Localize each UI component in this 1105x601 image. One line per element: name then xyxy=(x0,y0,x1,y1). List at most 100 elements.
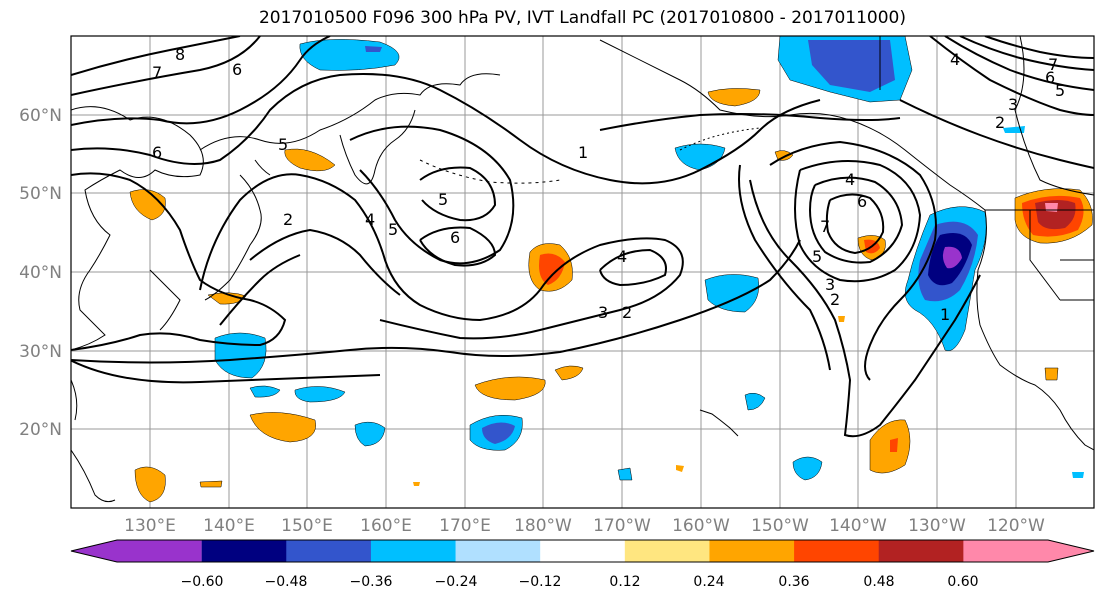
map-title: 2017010500 F096 300 hPa PV, IVT Landfall… xyxy=(258,8,906,28)
colorbar-segment xyxy=(201,540,287,562)
ivt-shading xyxy=(129,36,1093,503)
lon-label: 130°E xyxy=(124,516,176,536)
colorbar-segment xyxy=(963,540,1094,562)
shade-blob xyxy=(838,316,845,322)
contour-label: 3 xyxy=(1008,95,1018,114)
lat-label: 30°N xyxy=(19,342,62,362)
colorbar-tick-label: −0.36 xyxy=(350,574,393,590)
shade-blob xyxy=(539,253,565,285)
colorbar-tick-label: −0.48 xyxy=(265,574,308,590)
contour-label: 5 xyxy=(1055,81,1065,100)
shade-blob xyxy=(617,467,633,481)
shade-blob xyxy=(744,392,766,411)
contour-label: 5 xyxy=(278,135,288,154)
shade-blob xyxy=(774,150,794,161)
colorbar-labels: −0.60 −0.48 −0.36 −0.24 −0.12 0.12 0.24 … xyxy=(181,574,979,590)
contour-label: 1 xyxy=(940,305,950,324)
contour-label: 2 xyxy=(283,210,293,229)
shade-blob xyxy=(284,148,336,172)
lat-label: 40°N xyxy=(19,263,62,283)
lon-label: 170°W xyxy=(593,516,651,536)
colorbar-segment xyxy=(286,540,372,562)
contour-label: 5 xyxy=(438,190,448,209)
shade-blob xyxy=(134,466,166,503)
contour-label: 3 xyxy=(825,275,835,294)
contour-label: 2 xyxy=(830,290,840,309)
contour-label: 6 xyxy=(152,143,162,162)
shade-blob xyxy=(482,422,515,444)
shade-blob xyxy=(554,365,584,381)
colorbar-segment xyxy=(71,540,202,562)
shade-blob xyxy=(704,274,759,313)
colorbar-tick-label: 0.48 xyxy=(863,574,894,590)
shade-blob xyxy=(354,421,386,447)
lon-label: 140°W xyxy=(829,516,887,536)
shade-blob xyxy=(808,40,895,92)
lon-label: 160°W xyxy=(672,516,730,536)
shade-blob xyxy=(413,482,420,486)
shade-blob xyxy=(890,438,898,452)
map-border xyxy=(70,35,1095,509)
contour-label: 7 xyxy=(1048,55,1058,74)
colorbar-tick-label: 0.36 xyxy=(778,574,809,590)
colorbar-tick-label: −0.60 xyxy=(181,574,224,590)
longitude-labels: 130°E 140°E 150°E 160°E 170°E 180°W 170°… xyxy=(124,516,1045,536)
shade-blob xyxy=(1044,367,1059,381)
contour-label: 6 xyxy=(232,60,242,79)
shade-blob xyxy=(474,376,546,401)
colorbar-outline xyxy=(70,539,1095,563)
colorbar xyxy=(70,539,1095,563)
colorbar-segment xyxy=(794,540,880,562)
colorbar-segment xyxy=(878,540,964,562)
coastlines xyxy=(71,36,1094,503)
shade-blob xyxy=(294,386,346,403)
colorbar-segment xyxy=(540,540,626,562)
shade-blob xyxy=(1035,200,1076,230)
lon-label: 150°W xyxy=(751,516,809,536)
contour-label: 5 xyxy=(812,247,822,266)
colorbar-tick-label: −0.24 xyxy=(435,574,478,590)
contour-label: 7 xyxy=(820,217,830,236)
contour-label: 2 xyxy=(622,303,632,322)
lat-label: 50°N xyxy=(19,184,62,204)
shade-blob xyxy=(199,480,223,488)
contour-label: 4 xyxy=(617,247,627,266)
contour-label: 4 xyxy=(365,210,375,229)
shade-blob xyxy=(129,189,166,221)
contour-label: 6 xyxy=(450,228,460,247)
colorbar-segment xyxy=(455,540,541,562)
lon-label: 170°E xyxy=(439,516,491,536)
lat-label: 60°N xyxy=(19,106,62,126)
lon-label: 160°E xyxy=(360,516,412,536)
shade-blob xyxy=(1045,203,1058,212)
lon-label: 180°W xyxy=(514,516,572,536)
shade-blob xyxy=(365,46,382,52)
contour-labels: 8 7 6 5 6 2 4 5 5 6 1 4 3 2 4 6 7 5 3 2 … xyxy=(152,45,1065,324)
contour-label: 8 xyxy=(175,45,185,64)
shade-blob xyxy=(707,88,761,107)
lon-label: 140°E xyxy=(203,516,255,536)
contour-label: 2 xyxy=(995,113,1005,132)
contour-label: 4 xyxy=(845,170,855,189)
contour-label: 4 xyxy=(950,50,960,69)
lat-label: 20°N xyxy=(19,420,62,440)
contour-label: 3 xyxy=(598,303,608,322)
colorbar-segment xyxy=(624,540,710,562)
lon-label: 120°W xyxy=(987,516,1045,536)
colorbar-tick-label: 0.12 xyxy=(609,574,640,590)
lon-label: 130°W xyxy=(908,516,966,536)
lon-label: 150°E xyxy=(281,516,333,536)
shade-blob xyxy=(249,385,281,398)
colorbar-tick-label: −0.12 xyxy=(519,574,562,590)
shade-blob xyxy=(676,465,684,472)
colorbar-tick-label: 0.24 xyxy=(693,574,724,590)
colorbar-segment xyxy=(709,540,795,562)
colorbar-tick-label: 0.60 xyxy=(947,574,978,590)
contour-label: 6 xyxy=(857,192,867,211)
contour-label: 5 xyxy=(388,220,398,239)
shade-blob xyxy=(249,412,316,443)
shade-blob xyxy=(1072,472,1084,478)
shade-blob xyxy=(792,456,823,481)
contour-label: 6 xyxy=(1045,68,1055,87)
